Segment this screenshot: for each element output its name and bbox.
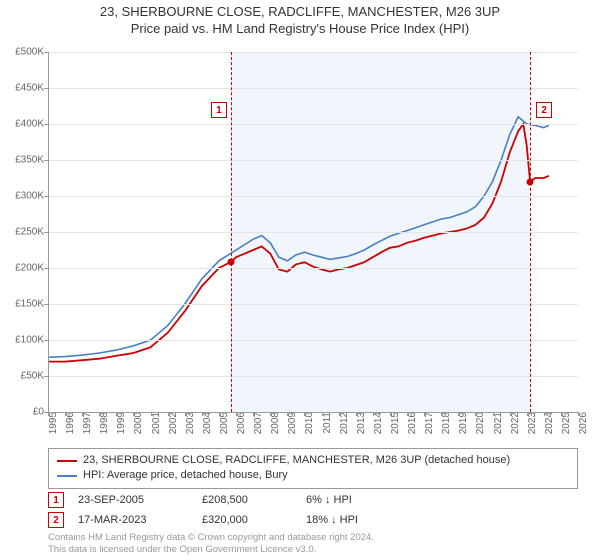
- y-axis-label: £150K: [4, 299, 44, 310]
- y-axis: [48, 52, 49, 412]
- legend-label: HPI: Average price, detached house, Bury: [83, 468, 288, 483]
- grid-line: [48, 268, 578, 269]
- legend-label: 23, SHERBOURNE CLOSE, RADCLIFFE, MANCHES…: [83, 453, 510, 468]
- marker-vline: [530, 52, 531, 412]
- series-line: [48, 117, 549, 357]
- grid-line: [48, 304, 578, 305]
- grid-line: [48, 160, 578, 161]
- y-axis-label: £250K: [4, 227, 44, 238]
- footer-line1: Contains HM Land Registry data © Crown c…: [48, 532, 374, 544]
- chart-subtitle: Price paid vs. HM Land Registry's House …: [0, 21, 600, 38]
- marker-label: 2: [536, 102, 552, 118]
- grid-line: [48, 88, 578, 89]
- legend-swatch: [57, 475, 77, 477]
- footer-line2: This data is licensed under the Open Gov…: [48, 544, 374, 556]
- marker-label: 1: [211, 102, 227, 118]
- transaction-row: 1 23-SEP-2005 £208,500 6% ↓ HPI: [48, 490, 578, 510]
- y-axis-label: £300K: [4, 191, 44, 202]
- transaction-row: 2 17-MAR-2023 £320,000 18% ↓ HPI: [48, 510, 578, 530]
- y-axis-label: £100K: [4, 335, 44, 346]
- y-axis-label: £450K: [4, 83, 44, 94]
- footer-attribution: Contains HM Land Registry data © Crown c…: [48, 532, 374, 556]
- legend-swatch: [57, 460, 77, 462]
- y-axis-label: £200K: [4, 263, 44, 274]
- y-axis-label: £50K: [4, 371, 44, 382]
- grid-line: [48, 196, 578, 197]
- transaction-price: £208,500: [202, 494, 292, 506]
- x-tick-mark: [578, 412, 579, 416]
- y-axis-label: £500K: [4, 47, 44, 58]
- grid-line: [48, 232, 578, 233]
- legend-item: HPI: Average price, detached house, Bury: [57, 468, 569, 483]
- transaction-delta: 6% ↓ HPI: [306, 494, 396, 506]
- legend-item: 23, SHERBOURNE CLOSE, RADCLIFFE, MANCHES…: [57, 453, 569, 468]
- transaction-delta: 18% ↓ HPI: [306, 514, 396, 526]
- chart-plot-area: £0£50K£100K£150K£200K£250K£300K£350K£400…: [48, 52, 578, 412]
- chart-title: 23, SHERBOURNE CLOSE, RADCLIFFE, MANCHES…: [0, 0, 600, 21]
- marker-point: [527, 178, 534, 185]
- marker-point: [227, 258, 234, 265]
- transaction-price: £320,000: [202, 514, 292, 526]
- grid-line: [48, 376, 578, 377]
- y-axis-label: £0: [4, 407, 44, 418]
- y-axis-label: £350K: [4, 155, 44, 166]
- transactions-table: 1 23-SEP-2005 £208,500 6% ↓ HPI 2 17-MAR-2023…: [48, 490, 578, 530]
- grid-line: [48, 52, 578, 53]
- transaction-date: 17-MAR-2023: [78, 514, 188, 526]
- marker-vline: [231, 52, 232, 412]
- y-axis-label: £400K: [4, 119, 44, 130]
- grid-line: [48, 340, 578, 341]
- chart-legend: 23, SHERBOURNE CLOSE, RADCLIFFE, MANCHES…: [48, 448, 578, 489]
- transaction-marker: 2: [48, 512, 64, 528]
- transaction-marker: 1: [48, 492, 64, 508]
- x-axis: [48, 412, 578, 413]
- grid-line: [48, 124, 578, 125]
- transaction-date: 23-SEP-2005: [78, 494, 188, 506]
